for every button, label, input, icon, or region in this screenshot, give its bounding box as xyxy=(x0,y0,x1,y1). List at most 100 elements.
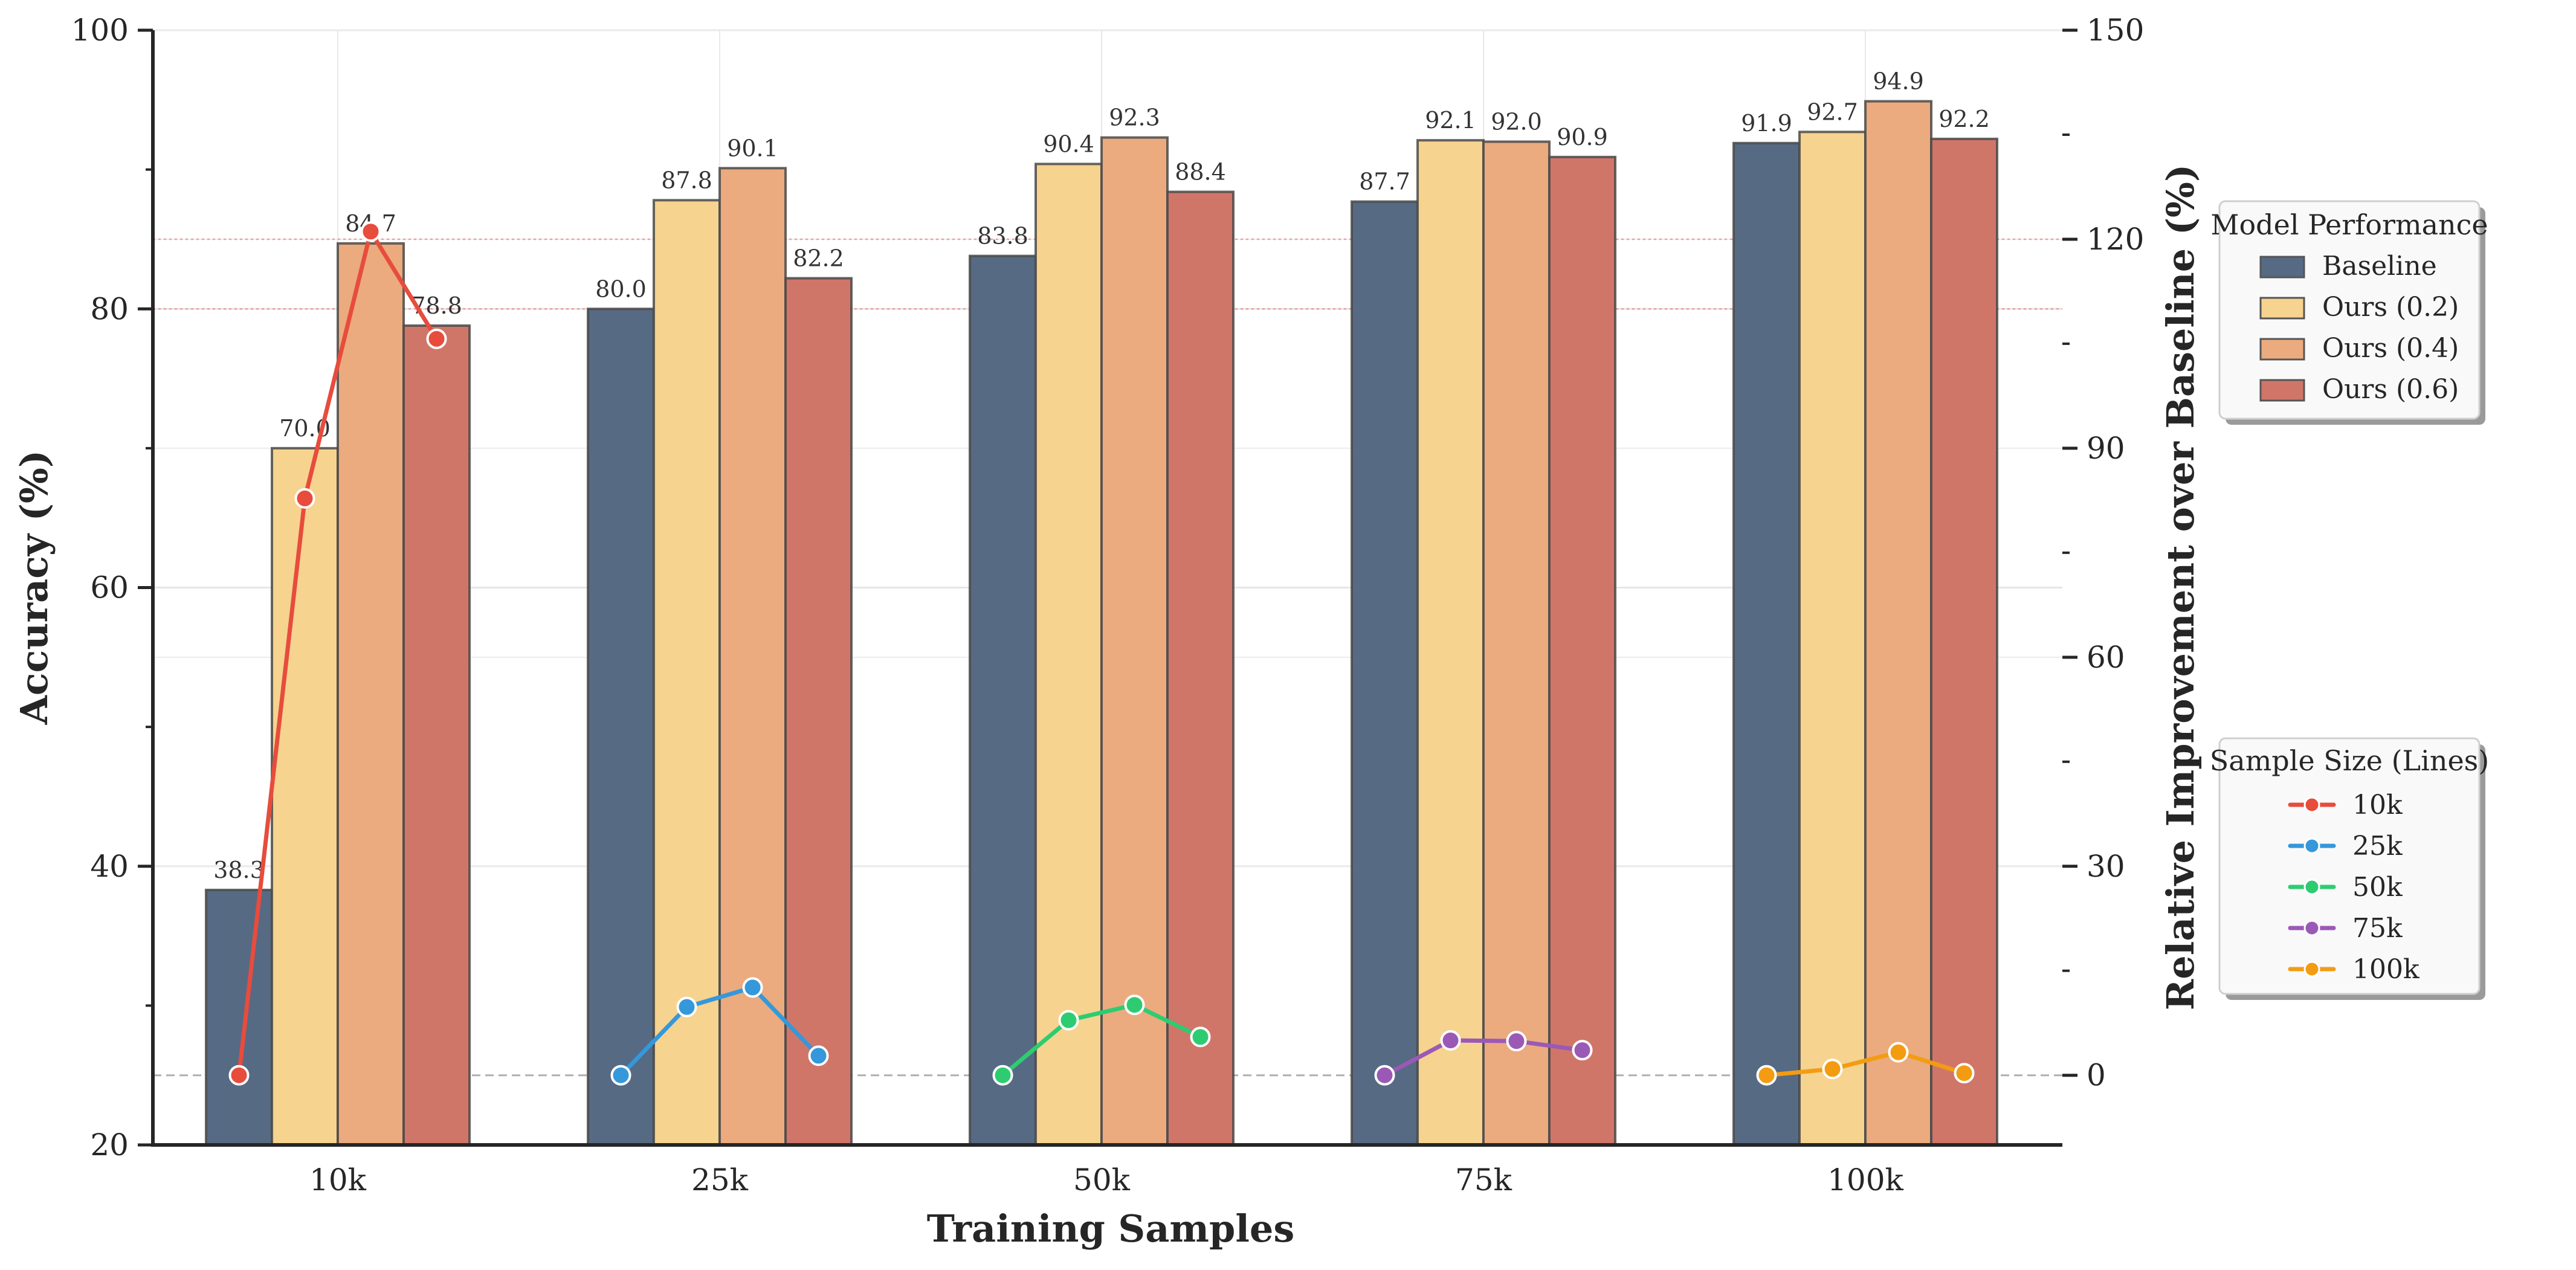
bar-ours-0-4-100k xyxy=(1864,100,1932,1146)
bar-ours-0-2-50k xyxy=(1035,163,1103,1146)
bar-value-label: 94.9 xyxy=(1873,68,1924,95)
y-tick-label: 60 xyxy=(90,570,129,605)
line-100k xyxy=(1766,1050,1965,1078)
legend-frame xyxy=(2218,737,2481,995)
bar-ours-0-6-100k xyxy=(1930,137,1998,1147)
line-50k xyxy=(1001,1002,1202,1077)
x-tick-label: 100k xyxy=(1827,1162,1903,1197)
legend-swatch xyxy=(2259,379,2305,402)
line-point-25k xyxy=(676,996,697,1017)
x-tick-label: 50k xyxy=(1073,1162,1131,1197)
bar-value-label: 92.3 xyxy=(1109,105,1160,131)
bar-baseline-10k xyxy=(205,888,273,1147)
bar-ours-0-6-25k xyxy=(784,277,853,1147)
legend-label: Ours (0.6) xyxy=(2322,374,2459,405)
y2-tick-label: 150 xyxy=(2087,13,2144,48)
line-point-50k xyxy=(1058,1010,1079,1031)
bar-value-label: 82.2 xyxy=(793,245,844,272)
bar-ours-0-2-25k xyxy=(653,199,721,1146)
y-tick-label: 20 xyxy=(90,1127,129,1162)
bar-value-label: 92.2 xyxy=(1938,106,1990,132)
legend-marker xyxy=(2303,920,2320,936)
bar-value-label: 87.7 xyxy=(1359,169,1410,195)
bar-value-label: 38.3 xyxy=(213,857,265,883)
bar-value-label: 83.8 xyxy=(977,223,1028,250)
bar-baseline-25k xyxy=(587,308,655,1146)
legend-model-performance: Model Performance Baseline Ours (0.2) Ours … xyxy=(2210,200,2488,425)
bar-ours-0-6-10k xyxy=(402,324,471,1146)
line-25k xyxy=(619,985,821,1077)
y-tick-label: 100 xyxy=(71,13,129,48)
line-point-75k xyxy=(1374,1065,1395,1086)
y-tick-label: 40 xyxy=(90,849,129,884)
line-point-10k xyxy=(294,488,315,509)
line-75k xyxy=(1383,1038,1583,1077)
x-tick-label: 25k xyxy=(691,1162,749,1197)
legend-marker xyxy=(2303,796,2320,813)
legend-swatch xyxy=(2259,338,2305,361)
bar-value-label: 92.1 xyxy=(1425,107,1476,134)
legend-marker xyxy=(2303,837,2320,854)
line-point-100k xyxy=(1888,1042,1909,1063)
legend-marker xyxy=(2303,878,2320,895)
line-point-10k xyxy=(228,1065,250,1086)
legend-label: Baseline xyxy=(2322,251,2437,282)
line-point-25k xyxy=(808,1045,829,1066)
line-point-75k xyxy=(1440,1030,1461,1051)
x-tick-label: 75k xyxy=(1455,1162,1512,1197)
y-axis-title: Accuracy (%) xyxy=(12,450,56,725)
line-point-25k xyxy=(742,977,763,998)
bar-value-label: 91.9 xyxy=(1741,110,1792,137)
improvement-lines xyxy=(228,221,1975,1086)
legend-label: Ours (0.2) xyxy=(2322,292,2459,323)
bar-ours-0-4-75k xyxy=(1482,140,1551,1146)
bar-ours-0-4-10k xyxy=(337,242,405,1147)
bar-value-label: 92.0 xyxy=(1491,109,1542,135)
line-point-50k xyxy=(1124,994,1145,1016)
y2-tick-label: 90 xyxy=(2087,431,2125,466)
legend-swatch xyxy=(2259,297,2305,320)
bar-value-label: 90.9 xyxy=(1557,124,1608,150)
legend-title: Sample Size (Lines) xyxy=(2210,744,2489,777)
bar-value-label: 90.1 xyxy=(727,135,778,161)
x-tick-label: 10k xyxy=(309,1162,367,1197)
bar-value-label: 92.7 xyxy=(1807,98,1858,125)
x-axis-title: Training Samples xyxy=(927,1207,1294,1251)
y2-tick-label: 30 xyxy=(2087,849,2125,884)
bar-ours-0-6-50k xyxy=(1166,190,1235,1146)
bar-value-label: 87.8 xyxy=(661,167,712,193)
line-point-25k xyxy=(610,1065,631,1086)
legend-marker xyxy=(2303,961,2320,978)
legend-label: Ours (0.4) xyxy=(2322,333,2459,364)
bar-labels: 38.380.083.887.791.970.087.890.492.1 92.7… xyxy=(213,68,1990,883)
legend-label: 25k xyxy=(2352,831,2403,862)
y2-axis-title: Relative Improvement over Baseline (%) xyxy=(2158,164,2203,1011)
legend-swatch xyxy=(2259,256,2305,279)
bar-value-label: 88.4 xyxy=(1175,159,1226,185)
legend-title: Model Performance xyxy=(2210,208,2488,241)
line-10k xyxy=(237,229,439,1076)
bar-ours-0-2-100k xyxy=(1798,131,1867,1147)
bar-ours-0-4-50k xyxy=(1100,136,1169,1146)
bar-value-label: 80.0 xyxy=(595,276,647,302)
bar-baseline-100k xyxy=(1732,141,1801,1146)
y-tick-label: 80 xyxy=(90,291,129,326)
legend-label: 100k xyxy=(2352,954,2419,985)
line-point-75k xyxy=(1572,1040,1593,1061)
bar-ours-0-2-10k xyxy=(271,446,339,1146)
bar-baseline-75k xyxy=(1351,200,1419,1147)
legend-sample-size: Sample Size (Lines) 10k 25k 50k 75k 100k xyxy=(2210,737,2489,1000)
line-point-100k xyxy=(1822,1059,1843,1080)
line-point-100k xyxy=(1756,1065,1777,1086)
line-point-50k xyxy=(992,1065,1013,1086)
bar-ours-0-4-25k xyxy=(718,167,787,1147)
axes: 20 40 60 80 100 0 30 60 90 120 150 10k 25k 50k 75k 100k xyxy=(71,13,2145,1197)
y2-tick-label: 120 xyxy=(2087,222,2144,257)
bar-value-label: 90.4 xyxy=(1043,131,1094,157)
bar-baseline-50k xyxy=(969,254,1037,1146)
line-point-10k xyxy=(426,328,447,349)
legend-label: 10k xyxy=(2352,790,2403,820)
line-point-100k xyxy=(1954,1063,1975,1084)
line-point-10k xyxy=(360,221,381,242)
